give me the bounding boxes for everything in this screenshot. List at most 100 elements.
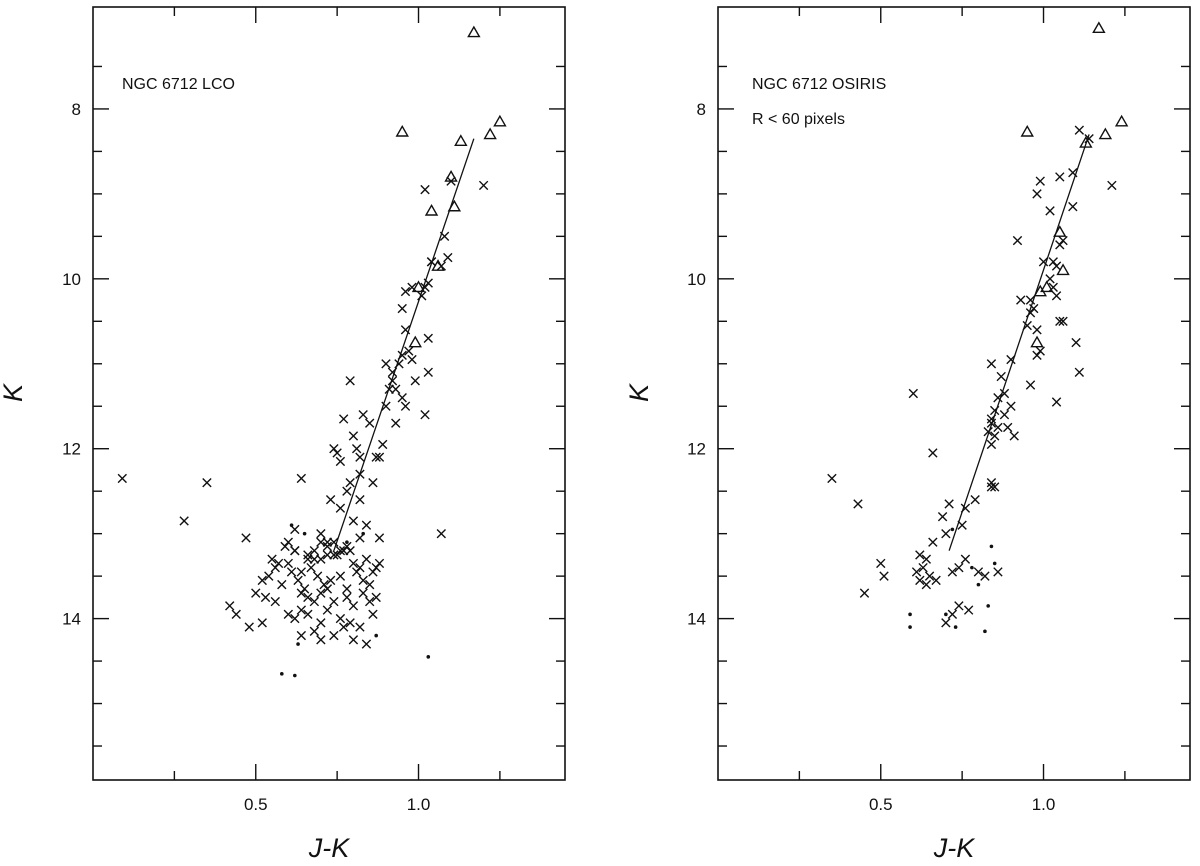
cross-point [986,477,997,488]
cross-point [335,545,346,556]
cross-point [355,562,365,573]
y-axis-title: K [624,383,654,402]
cross-point [879,571,889,581]
cross-point [921,579,932,590]
cross-point [1025,295,1036,305]
cross-point [329,630,339,641]
cross-point [368,477,378,488]
cross-point [941,618,951,628]
cross-point [296,473,307,484]
cross-point [322,605,333,615]
x-tick-label: 0.5 [869,795,893,814]
cross-point [996,371,1006,382]
dot-point [426,655,431,659]
cross-point [342,592,352,603]
cross-point [329,537,339,547]
triangle-point [444,169,458,182]
cross-point [1074,367,1085,377]
cross-point [420,184,430,195]
dot-point [296,642,300,646]
cross-point [443,252,453,263]
cross-point [355,494,365,505]
cross-point [316,635,326,645]
cross-point [924,571,935,581]
cross-point [329,444,339,454]
cross-point [338,545,349,556]
triangle-point [1098,127,1113,140]
dot-point [302,531,307,536]
cross-point [355,622,365,632]
cross-point [364,418,375,428]
cross-point [342,584,352,594]
cross-point [918,562,928,573]
dot-point [970,565,974,570]
cross-point [1009,431,1019,441]
cross-point [316,537,326,547]
cross-point [290,613,300,624]
cross-point [963,605,974,615]
triangle-point [408,335,422,348]
cross-point [225,601,235,611]
cross-point [270,596,280,607]
cross-point [361,520,372,530]
cross-point [1035,346,1045,356]
cross-point [921,554,932,564]
triangle-point [493,114,507,127]
cross-point [348,635,359,645]
cross-point [329,596,339,607]
cross-point [400,401,411,411]
cross-point [309,545,320,556]
panel-lco: NGC 6712 LCO J-K K 0.5 1.0 8 10 12 14 [0,6,566,863]
fit-line-group [333,138,475,551]
cross-point [915,550,925,560]
cross-point [986,482,997,492]
x-axis-title: J-K [933,833,975,863]
cross-point [306,562,316,573]
cross-point [1055,316,1065,326]
cross-point [296,567,307,577]
cross-point [423,367,433,377]
cross-point [371,562,381,573]
cross-point [309,626,320,637]
cross-point [1107,180,1117,191]
cross-point [404,346,414,356]
cross-point [983,427,993,437]
cross-point [446,176,456,186]
cross-point [436,261,446,271]
data-points [117,25,507,678]
cross-point [941,528,951,539]
dot-point [908,612,912,617]
cross-point [316,588,326,598]
cross-point [257,575,267,586]
cross-point [1048,257,1058,267]
cross-point [361,639,372,649]
cross-point [273,558,284,569]
axis-ticks [718,7,1190,780]
cross-point [231,609,241,620]
y-tick-label: 10 [62,270,81,289]
cross-point [957,520,967,530]
cross-point [1025,380,1036,390]
cross-point [908,388,919,399]
cross-point [345,618,355,628]
cross-point [348,516,359,526]
cross-point [244,622,254,632]
y-tick-label: 12 [62,440,81,459]
cross-point [338,414,349,424]
cross-point [954,601,964,611]
cross-point [260,592,271,603]
plot-frame [92,6,566,781]
cross-point [993,567,1003,577]
cross-point [345,376,355,386]
cross-point [1051,291,1062,301]
cross-point [1032,325,1042,335]
triangle-point [1092,21,1106,34]
cross-point [397,393,407,403]
cross-point [374,558,385,569]
cross-point [827,473,837,484]
triangle-point [424,203,439,216]
cross-point [371,452,381,462]
cross-point [351,567,362,577]
cross-point [1074,125,1085,135]
cross-point [257,618,267,628]
